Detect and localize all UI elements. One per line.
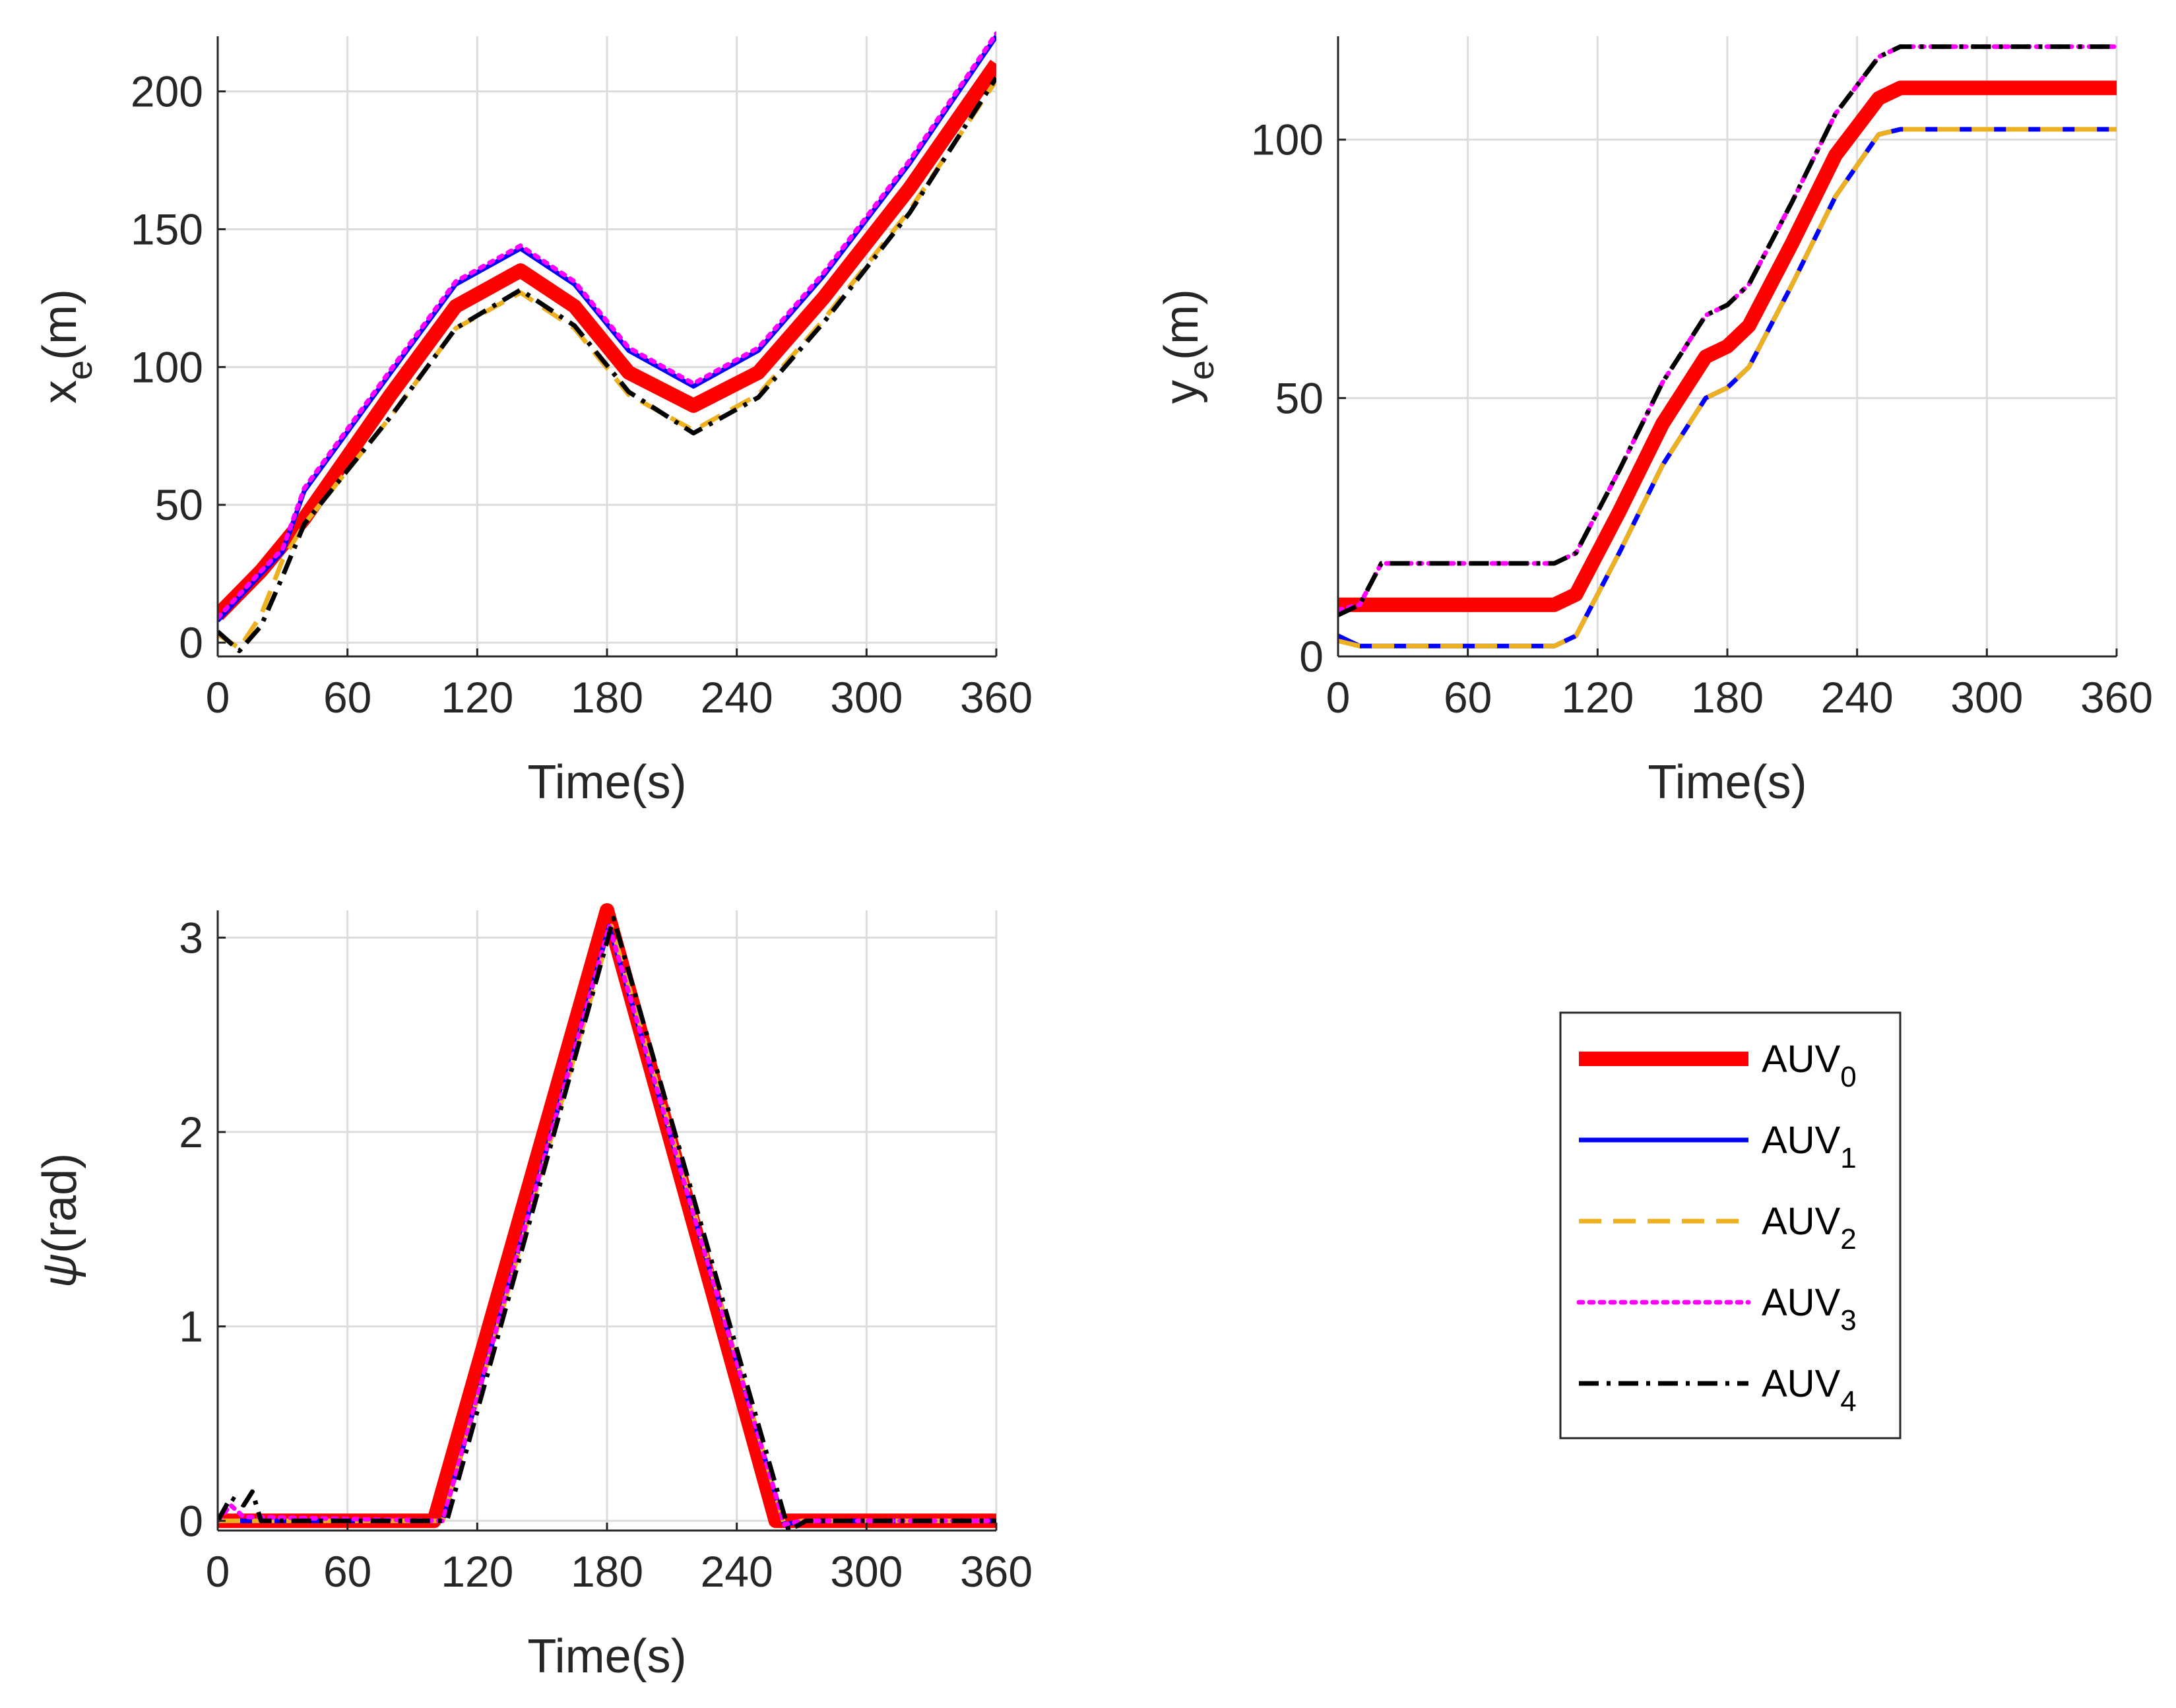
series-line-auv4 [1338,44,2117,617]
legend-label-subscript: 4 [1840,1385,1856,1418]
legend-label-subscript: 1 [1840,1142,1856,1174]
series-line-auv0 [218,59,996,621]
legend-label-base: AUV [1762,1362,1841,1405]
x-axis-label: Time(s) [527,1630,686,1683]
legend-label-auv3: AUV3 [1762,1281,1857,1337]
y-tick-label: 150 [131,205,203,253]
y-tick-label: 50 [1275,373,1324,422]
x-tick-label: 0 [206,1547,230,1596]
legend-label-subscript: 3 [1840,1304,1856,1337]
x-tick-label: 300 [830,673,903,722]
chart-panel-heading: 0 60 120 180 240 300 360 0 1 2 3 Time(s) ψ(rad) [34,903,1033,1683]
y-axis-label: xe(m) [34,289,100,404]
y-axis-label-unit: (m) [34,289,86,360]
y-axis-label-unit: (m) [1155,289,1208,360]
x-tick-label: 60 [323,673,371,722]
x-tick-label: 60 [1444,673,1492,722]
y-axis-label-subscript: e [60,360,100,380]
legend-label-base: AUV [1762,1200,1841,1243]
y-axis-label-unit: (rad) [34,1153,86,1253]
x-tick-label: 360 [960,1547,1033,1596]
legend-label-base: AUV [1762,1119,1841,1162]
chart-panel-x-position: 0 60 120 180 240 300 360 0 50 100 150 200 Time(s) xe(… [34,31,1033,809]
x-tick-label: 240 [1821,673,1894,722]
series-line-auv4 [218,916,996,1531]
x-axis-label: Time(s) [1648,756,1807,809]
y-tick-label: 1 [179,1302,203,1351]
x-tick-label: 0 [206,673,230,722]
x-tick-label: 120 [441,1547,513,1596]
y-axis-label-subscript: e [1182,360,1221,380]
legend-label-auv0: AUV0 [1762,1038,1857,1093]
x-tick-label: 120 [441,673,513,722]
series-line-auv4 [218,76,996,654]
series-line-auv3 [218,924,996,1527]
y-tick-label: 0 [179,1496,203,1545]
x-tick-label: 360 [2080,673,2153,722]
y-axis-label-base: ψ [34,1253,86,1288]
series-line-auv0 [1338,80,2117,612]
legend-label-subscript: 0 [1840,1061,1856,1093]
legend-label-auv2: AUV2 [1762,1200,1857,1255]
legend-label-base: AUV [1762,1038,1841,1081]
y-axis-label-base: y [1155,380,1208,404]
y-tick-label: 2 [179,1108,203,1156]
x-tick-label: 0 [1326,673,1351,722]
series-group [1338,44,2117,648]
series-group [218,903,996,1531]
x-tick-label: 300 [1950,673,2023,722]
x-tick-label: 300 [830,1547,903,1596]
x-tick-label: 240 [701,673,773,722]
series-line-auv2 [1338,127,2117,648]
y-tick-label: 0 [1299,632,1324,681]
legend-label-subscript: 2 [1840,1223,1856,1255]
y-tick-label: 50 [155,480,203,529]
y-tick-label: 3 [179,913,203,962]
x-tick-label: 120 [1561,673,1634,722]
legend-label-base: AUV [1762,1281,1841,1324]
series-group [218,31,996,654]
y-tick-label: 100 [1251,115,1324,164]
y-tick-label: 100 [131,342,203,391]
legend-box [1559,1011,1902,1439]
legend-label-auv1: AUV1 [1762,1119,1857,1174]
x-tick-label: 60 [323,1547,371,1596]
y-tick-label: 200 [131,67,203,116]
x-tick-label: 240 [701,1547,773,1596]
y-axis-label: ψ(rad) [34,1153,86,1288]
y-tick-label: 0 [179,618,203,667]
series-line-auv2 [218,79,996,650]
y-axis-label: ye(m) [1155,289,1221,404]
legend-label-auv4: AUV4 [1762,1362,1857,1418]
x-tick-label: 180 [571,1547,643,1596]
x-axis-label: Time(s) [527,756,686,809]
y-axis-label-base: x [34,380,86,404]
chart-panel-y-position: 0 60 120 180 240 300 360 0 50 100 Time(s) ye(m) [1155,36,2153,809]
x-tick-label: 180 [571,673,643,722]
x-tick-label: 180 [1691,673,1764,722]
series-line-auv3 [218,31,996,620]
x-tick-label: 360 [960,673,1033,722]
